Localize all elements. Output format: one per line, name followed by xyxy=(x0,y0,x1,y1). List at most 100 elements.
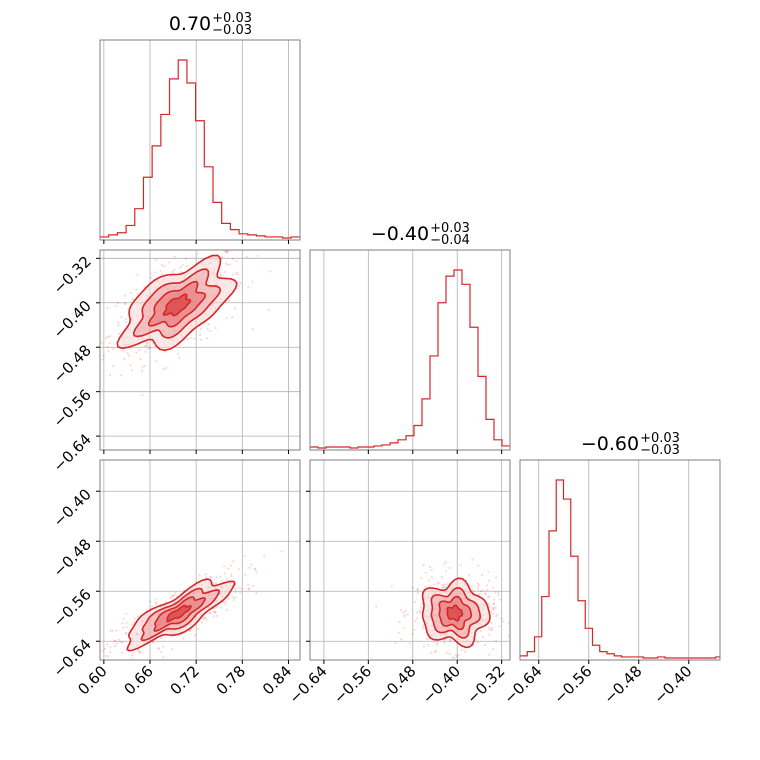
pair1-sample-point xyxy=(106,654,110,658)
pair1-sample-point xyxy=(214,610,217,614)
pair1-sample-point xyxy=(203,616,206,619)
panel-title-param-2-upper-error: +0.03 xyxy=(640,431,680,446)
contour-panel-param0-vs-param2 xyxy=(96,459,301,664)
pair1-sample-point xyxy=(104,654,107,658)
hist0-steps xyxy=(100,59,300,239)
pair1-sample-point xyxy=(121,622,124,625)
pair0-sample-point xyxy=(124,302,127,305)
pair1-sample-point xyxy=(109,650,112,654)
pair0-sample-point xyxy=(226,251,229,254)
pair2-sample-point xyxy=(507,622,510,625)
pair1-sample-point xyxy=(212,582,215,585)
pair0-sample-point xyxy=(178,356,181,360)
pair0-sample-point xyxy=(136,292,139,295)
pair0-sample-point xyxy=(184,257,188,260)
pair1-sample-point xyxy=(154,598,157,601)
pair0-sample-point xyxy=(186,338,189,341)
pair0-sample-point xyxy=(208,242,210,244)
pair2-sample-point xyxy=(487,595,490,598)
pair0-frame xyxy=(99,249,301,451)
pair2-sample-point xyxy=(497,591,500,594)
pair2-sample-point xyxy=(488,602,491,605)
pair2-sample-point xyxy=(411,632,414,636)
pair0-sample-point xyxy=(225,316,228,320)
hist1-frame xyxy=(309,249,511,451)
pair0-sample-point xyxy=(131,297,135,301)
pair2-sample-point xyxy=(416,611,419,614)
pair1-sample-point xyxy=(133,651,136,654)
pair1-sample-point xyxy=(119,640,122,644)
pair2-sample-point xyxy=(435,641,439,645)
pair2-sample-point xyxy=(492,606,495,609)
pair2-sample-point xyxy=(483,592,487,595)
pair2-frame xyxy=(309,459,511,661)
pair1-contour-core xyxy=(166,604,192,623)
pair1-sample-point xyxy=(215,614,218,617)
pair1-sample-point xyxy=(157,647,161,650)
panel-title-param-2: −0.60 xyxy=(581,433,639,455)
pair0-sample-point xyxy=(108,341,111,345)
pair1-sample-point xyxy=(255,571,258,574)
pair2-sample-point xyxy=(472,590,475,593)
pair2-sample-point xyxy=(425,664,427,666)
pair0-sample-point xyxy=(123,358,126,361)
panel-title-param-0: 0.70 xyxy=(169,13,211,35)
ytick-label-row2-2: −0.48 xyxy=(50,535,95,580)
pair1-sample-point xyxy=(218,575,222,578)
pair1-sample-point xyxy=(215,582,218,585)
pair0-sample-point xyxy=(101,358,104,361)
pair0-sample-point xyxy=(213,246,215,248)
pair1-sample-point xyxy=(244,573,247,576)
pair0-sample-point xyxy=(160,264,164,267)
pair2-sample-point xyxy=(476,588,479,591)
pair2-sample-point xyxy=(421,627,425,630)
pair1-sample-point xyxy=(234,587,237,591)
pair1-sample-point xyxy=(229,564,232,567)
pair0-sample-point xyxy=(155,360,158,363)
pair2-sample-point xyxy=(448,638,451,641)
pair2-sample-point xyxy=(502,620,505,623)
pair1-sample-point xyxy=(113,639,117,642)
panel-title-param-1: −0.40 xyxy=(371,223,429,245)
pair0-sample-point xyxy=(106,345,109,349)
pair1-sample-point xyxy=(239,591,242,594)
pair0-sample-point xyxy=(154,258,157,261)
pair2-sample-point xyxy=(441,586,444,589)
pair0-sample-point xyxy=(247,286,250,289)
pair2-sample-point xyxy=(414,620,417,623)
pair1-sample-point xyxy=(171,648,174,651)
pair2-sample-point xyxy=(375,605,378,608)
xtick-label-param2-3: −0.40 xyxy=(650,662,695,707)
pair2-sample-point xyxy=(442,585,445,589)
pair2-sample-point xyxy=(513,620,515,622)
pair1-sample-point xyxy=(162,656,165,659)
pair0-sample-point xyxy=(228,263,231,266)
pair1-sample-point xyxy=(250,563,253,566)
pair2-sample-point xyxy=(394,642,397,645)
xtick-label-param1-3: −0.40 xyxy=(419,662,464,707)
panel-title-param-2-lower-error: −0.03 xyxy=(640,443,680,458)
pair0-sample-point xyxy=(207,323,210,326)
pair0-sample-point xyxy=(124,302,127,305)
pair1-sample-point xyxy=(220,606,223,609)
pair1-sample-point xyxy=(198,574,201,577)
pair1-sample-point xyxy=(154,602,158,605)
pair1-sample-point xyxy=(149,600,152,603)
pair2-sample-point xyxy=(479,629,482,633)
pair2-sample-point xyxy=(457,653,460,657)
pair1-sample-point xyxy=(111,629,114,632)
pair1-sample-point xyxy=(150,605,154,608)
pair2-sample-point xyxy=(495,615,498,618)
pair0-sample-point xyxy=(168,261,171,264)
pair2-sample-point xyxy=(404,610,407,613)
pair1-sample-point xyxy=(208,612,211,615)
pair2-sample-point xyxy=(492,607,495,610)
pair2-sample-point xyxy=(406,613,409,616)
pair1-sample-point xyxy=(225,608,229,611)
pair1-sample-point xyxy=(193,634,197,637)
pair1-sample-point xyxy=(122,626,125,629)
pair0-sample-point xyxy=(144,344,148,347)
pair2-sample-point xyxy=(488,605,491,608)
pair2-sample-point xyxy=(420,577,423,580)
ytick-label-row2-1: −0.56 xyxy=(50,585,95,630)
